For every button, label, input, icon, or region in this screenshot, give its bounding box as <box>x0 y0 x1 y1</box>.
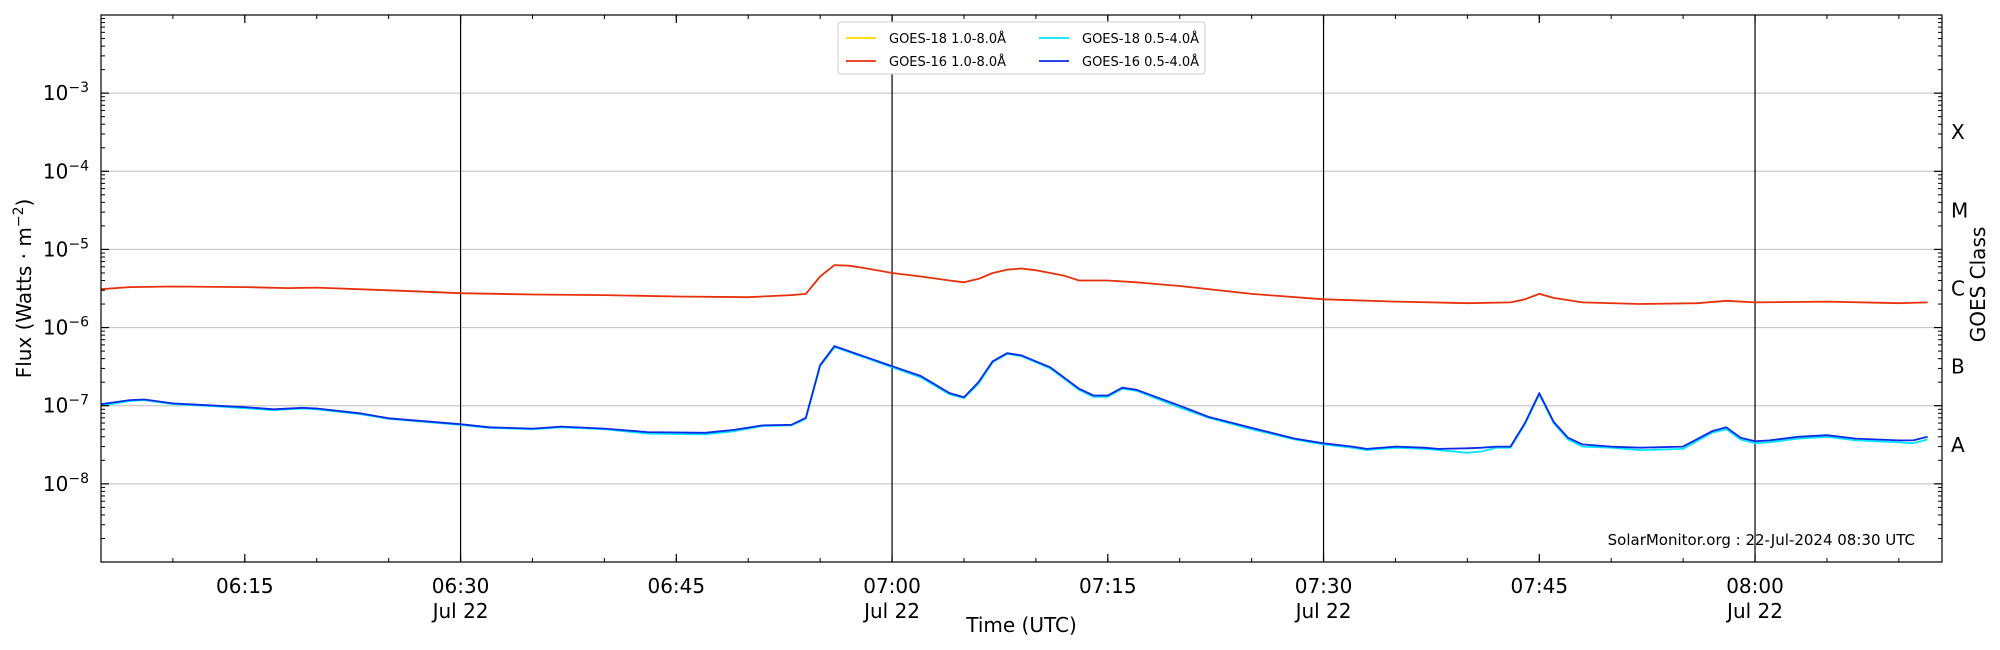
y-tick-label: 10−5 <box>43 236 89 261</box>
y-tick-label: 10−8 <box>43 471 89 496</box>
y-tick-label: 10−7 <box>43 393 89 418</box>
goes-class-label-C: C <box>1951 277 1965 301</box>
goes-class-label-B: B <box>1951 355 1965 379</box>
x-tick-label: 07:30 <box>1295 574 1353 598</box>
x-tick-sublabel: Jul 22 <box>1725 599 1783 623</box>
y-tick-label: 10−3 <box>43 80 89 105</box>
axis-ticks <box>100 15 1942 562</box>
goes-class-labels: A B C M X <box>1951 120 1968 457</box>
x-tick-label: 06:45 <box>647 574 705 598</box>
x-tick-sublabel: Jul 22 <box>862 599 920 623</box>
x-tick-sublabel: Jul 22 <box>431 599 489 623</box>
grid <box>101 92 1942 485</box>
goes-class-axis-label: GOES Class <box>1966 227 1990 343</box>
legend-box <box>837 21 1206 75</box>
x-tick-label: 07:15 <box>1079 574 1137 598</box>
legend-label-1: GOES-16 1.0-8.0Å <box>889 54 1006 70</box>
series-line-1 <box>100 264 1928 305</box>
x-axis-label: Time (UTC) <box>965 613 1077 637</box>
y-axis-label-sup: −2 <box>11 207 27 228</box>
y-axis-label-close: ) <box>12 199 36 207</box>
goes-class-label-M: M <box>1951 198 1968 222</box>
goes-class-label-A: A <box>1951 433 1965 457</box>
x-tick-label: 07:00 <box>863 574 921 598</box>
x-tick-label: 06:30 <box>432 574 490 598</box>
y-tick-label: 10−6 <box>43 315 89 340</box>
credit-text: SolarMonitor.org : 22-Jul-2024 08:30 UTC <box>1608 531 1915 549</box>
y-tick-label: 10−4 <box>43 158 89 183</box>
legend: GOES-18 1.0-8.0Å GOES-16 1.0-8.0Å GOES-18 … <box>837 21 1206 75</box>
date-vertical-lines <box>459 15 1756 562</box>
goes-class-label-X: X <box>1951 120 1965 144</box>
legend-label-3: GOES-16 0.5-4.0Å <box>1082 54 1199 70</box>
y-tick-labels: 10−8 10−7 10−6 10−5 10−4 10−3 <box>43 80 89 496</box>
legend-label-0: GOES-18 1.0-8.0Å <box>889 31 1006 47</box>
series-line-2 <box>100 346 1928 454</box>
y-axis-label: Flux (Watts · m−2) <box>11 199 36 379</box>
legend-label-2: GOES-18 0.5-4.0Å <box>1082 31 1199 47</box>
series-line-3 <box>100 345 1928 450</box>
x-tick-sublabel: Jul 22 <box>1294 599 1352 623</box>
y-axis-label-main: Flux (Watts · m <box>12 227 36 378</box>
plot-frame <box>100 14 1943 563</box>
series-lines <box>100 264 1928 454</box>
x-tick-label: 08:00 <box>1726 574 1784 598</box>
x-tick-label: 06:15 <box>216 574 274 598</box>
x-tick-label: 07:45 <box>1510 574 1568 598</box>
